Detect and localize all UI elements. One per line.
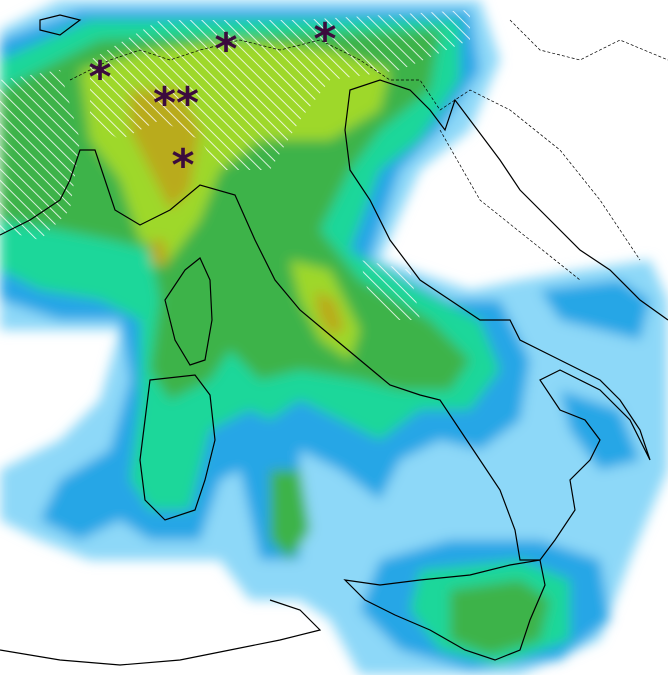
snow-markers: ** **** <box>88 14 336 191</box>
snow-marker: * <box>171 140 194 191</box>
snow-marker: ** <box>153 78 199 129</box>
snow-marker: * <box>88 52 111 103</box>
borders <box>69 19 668 281</box>
snow-marker: * <box>313 14 336 65</box>
snow-marker: * <box>214 24 237 75</box>
coastlines <box>0 14 668 666</box>
snow-hatching <box>0 10 470 320</box>
